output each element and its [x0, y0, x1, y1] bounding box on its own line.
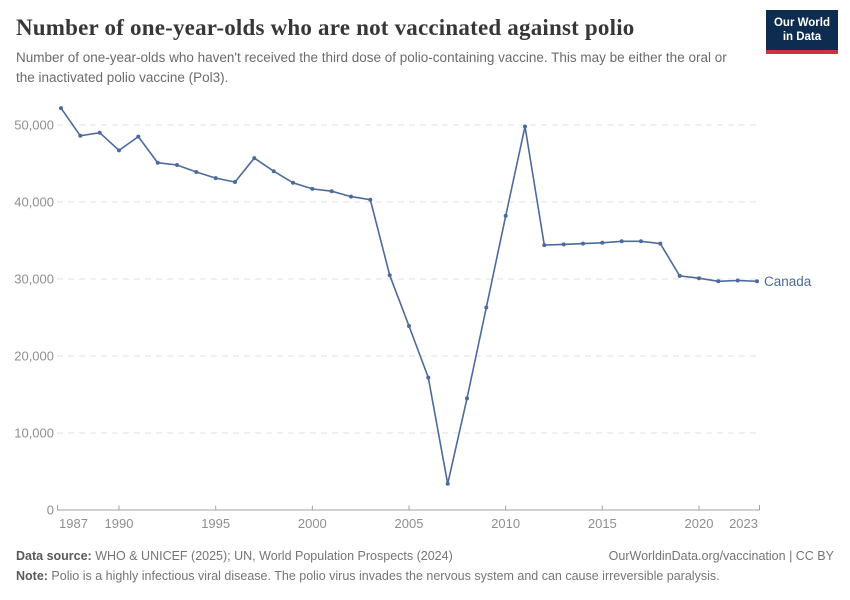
data-point: [619, 239, 624, 244]
data-point: [581, 241, 585, 246]
gridlines: [57, 124, 760, 434]
data-point: [658, 241, 663, 246]
data-point: [503, 213, 508, 218]
note-row: Note: Polio is a highly infectious viral…: [16, 566, 834, 586]
data-point: [117, 148, 121, 153]
data-point: [677, 273, 682, 278]
chart-footer: Data source: WHO & UNICEF (2025); UN, Wo…: [0, 540, 850, 587]
data-point: [136, 134, 141, 139]
data-point: [252, 156, 257, 161]
x-tick-label: 2020: [685, 516, 714, 531]
x-tick-label: 2010: [491, 516, 520, 531]
note-label: Note:: [16, 569, 48, 584]
series-canada: Canada: [59, 106, 812, 486]
series-line: [60, 107, 758, 484]
data-point: [78, 133, 83, 138]
line-chart: 0 10,000 20,000 30,000 40,000 50,000 1987 1990…: [14, 106, 812, 531]
y-tick-label: 50,000: [14, 118, 54, 133]
series-label-canada: Canada: [764, 274, 812, 289]
data-point: [639, 239, 643, 244]
data-point: [155, 160, 160, 165]
owid-logo-line1: Our World: [773, 17, 830, 29]
data-point: [291, 180, 295, 185]
data-point: [59, 106, 63, 111]
x-axis: [57, 505, 760, 511]
x-tick-label: 2000: [298, 516, 327, 531]
data-point: [542, 243, 547, 248]
page-title: Number of one-year-olds who are not vacc…: [16, 15, 635, 40]
x-tick-label: 1987: [59, 516, 88, 531]
data-point: [175, 163, 179, 167]
owid-logo: Our World in Data: [765, 10, 838, 54]
data-point: [407, 324, 411, 328]
data-point: [97, 130, 102, 135]
data-source-text: WHO & UNICEF (2025); UN, World Populatio…: [91, 549, 453, 563]
chart-subtitle: Number of one-year-olds who haven't rece…: [16, 50, 727, 85]
chart-header: Number of one-year-olds who are not vacc…: [0, 0, 850, 95]
y-tick-label: 10,000: [14, 426, 54, 441]
y-axis-labels: 0 10,000 20,000 30,000 40,000 50,000: [14, 118, 54, 518]
data-point: [233, 180, 237, 184]
x-tick-label: 1995: [201, 516, 230, 531]
x-axis-labels: 1987 1990 1995 2000 2005 2010 2015 2020 2023: [59, 516, 758, 531]
data-point: [368, 197, 373, 202]
y-tick-label: 40,000: [14, 195, 54, 210]
data-point: [735, 278, 740, 283]
data-point: [697, 276, 701, 281]
x-tick-label: 2015: [588, 516, 617, 531]
source-row: Data source: WHO & UNICEF (2025); UN, Wo…: [16, 546, 834, 566]
y-tick-label: 0: [47, 503, 54, 518]
note-text: Polio is a highly infectious viral disea…: [47, 569, 720, 584]
data-point: [600, 240, 605, 245]
data-point: [194, 170, 199, 174]
x-tick-label: 2005: [395, 516, 424, 531]
data-point: [213, 176, 218, 181]
data-point: [349, 194, 353, 199]
y-tick-label: 30,000: [14, 272, 54, 287]
data-point: [465, 396, 469, 401]
y-tick-label: 20,000: [14, 349, 54, 364]
data-point: [561, 242, 566, 247]
data-source: Data source: WHO & UNICEF (2025); UN, Wo…: [16, 546, 453, 566]
data-point: [445, 481, 450, 486]
x-tick-label: 2023: [729, 516, 758, 531]
owid-logo-line2: in Data: [782, 31, 822, 44]
data-point: [310, 186, 315, 191]
data-point: [426, 375, 431, 380]
data-source-label: Data source:: [16, 549, 92, 563]
data-point: [329, 189, 334, 194]
data-point: [755, 279, 759, 284]
x-tick-label: 1990: [105, 516, 134, 531]
data-point: [523, 124, 527, 129]
data-point: [716, 279, 721, 284]
data-point: [484, 305, 489, 310]
data-point: [271, 169, 276, 174]
license-text: OurWorldinData.org/vaccination | CC BY: [608, 549, 834, 563]
data-point: [387, 273, 392, 278]
